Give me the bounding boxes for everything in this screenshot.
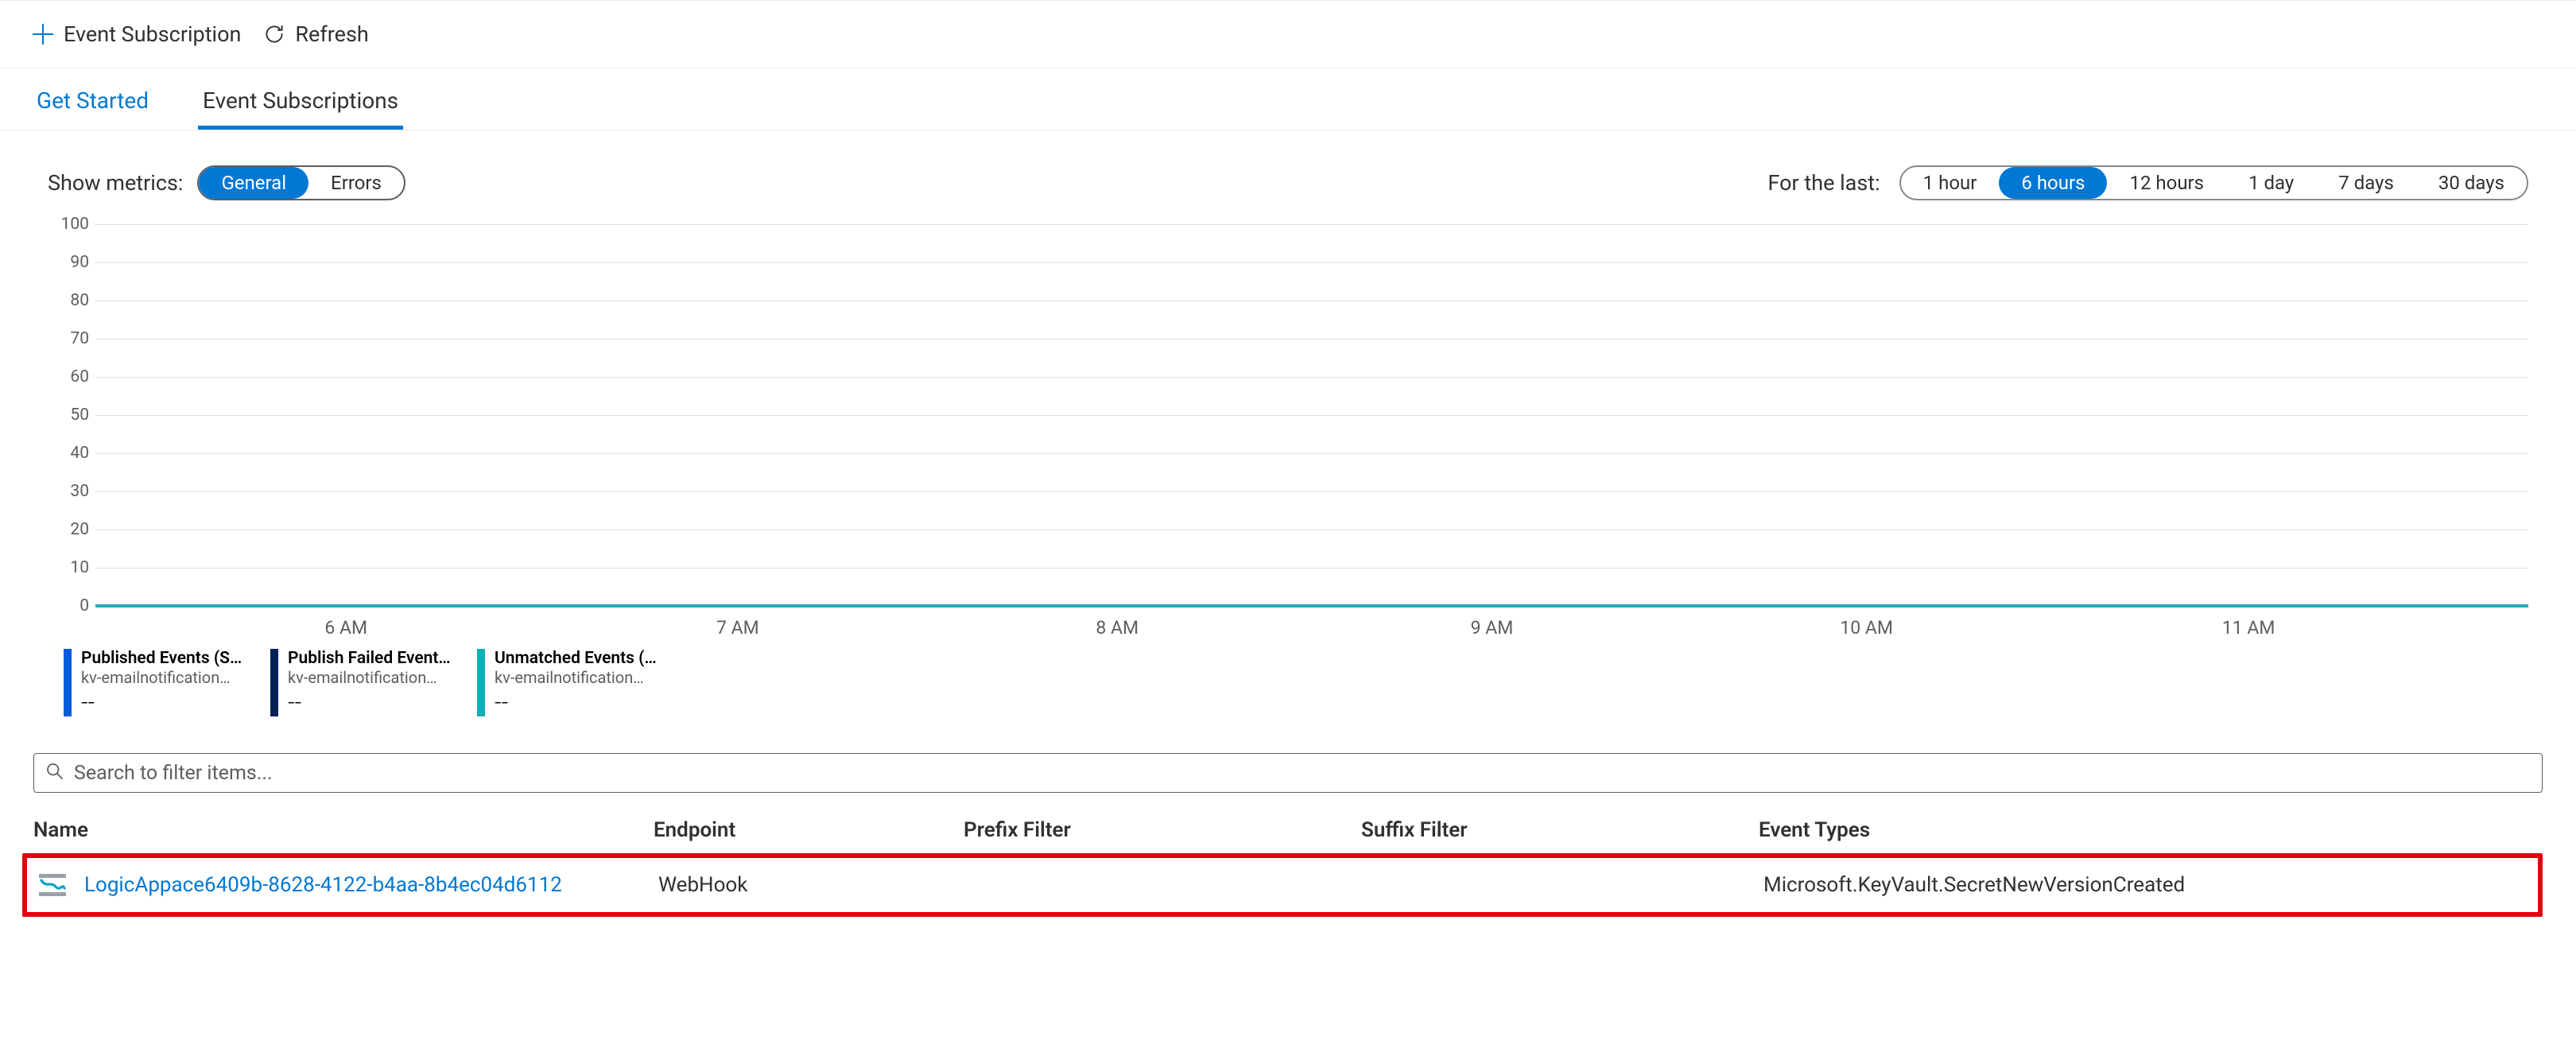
legend-item[interactable]: Unmatched Events (Sum)kv-emailnotificati…	[477, 649, 668, 716]
chart-xtick: 11 AM	[2222, 617, 2275, 639]
metrics-chart: 01020304050607080901006 AM7 AM8 AM9 AM10…	[0, 224, 2576, 644]
search-box[interactable]	[33, 753, 2543, 793]
metrics-errors-option[interactable]: Errors	[308, 167, 404, 199]
time-6h-option[interactable]: 6 hours	[1999, 167, 2107, 199]
search-icon	[45, 762, 64, 784]
subscription-name-link[interactable]: LogicAppace6409b-8628-4122-b4aa-8b4ec04d…	[84, 873, 562, 897]
show-metrics-label: Show metrics:	[48, 170, 183, 196]
subscriptions-table: Name Endpoint Prefix Filter Suffix Filte…	[0, 793, 2576, 917]
chart-plot-area	[95, 224, 2528, 606]
tab-bar: Get Started Event Subscriptions	[0, 68, 2576, 130]
col-name[interactable]: Name	[33, 807, 654, 853]
chart-xtick: 6 AM	[324, 617, 367, 639]
legend-item[interactable]: Published Events (Sum)kv-emailnotificati…	[64, 649, 254, 716]
chart-ytick: 100	[48, 215, 89, 234]
table-row[interactable]: LogicAppace6409b-8628-4122-b4aa-8b4ec04d…	[22, 853, 2543, 917]
time-1d-option[interactable]: 1 day	[2226, 167, 2316, 199]
legend-title: Published Events (Sum)	[81, 649, 248, 668]
legend-swatch	[477, 649, 485, 716]
time-7d-option[interactable]: 7 days	[2316, 167, 2416, 199]
metrics-general-option[interactable]: General	[199, 167, 308, 199]
metrics-toggle: General Errors	[197, 165, 405, 200]
time-12h-option[interactable]: 12 hours	[2107, 167, 2226, 199]
refresh-icon	[263, 23, 285, 45]
add-button-label: Event Subscription	[64, 21, 241, 47]
search-input[interactable]	[74, 762, 2531, 785]
filter-row: Show metrics: General Errors For the las…	[0, 130, 2576, 224]
chart-gridline	[95, 262, 2528, 263]
chart-xtick: 8 AM	[1096, 617, 1139, 639]
refresh-button[interactable]: Refresh	[263, 21, 368, 47]
chart-gridline	[95, 377, 2528, 378]
legend-value: --	[81, 689, 248, 716]
chart-gridline	[95, 453, 2528, 454]
chart-ytick: 20	[48, 520, 89, 539]
chart-gridline	[95, 224, 2528, 225]
legend-title: Unmatched Events (Sum)	[495, 649, 661, 668]
time-range-label: For the last:	[1767, 170, 1880, 196]
add-event-subscription-button[interactable]: Event Subscription	[32, 21, 241, 47]
legend-swatch	[64, 649, 72, 716]
legend-subtitle: kv-emailnotification…	[288, 668, 451, 687]
tab-get-started[interactable]: Get Started	[32, 87, 153, 130]
legend-value: --	[288, 689, 451, 716]
table-header: Name Endpoint Prefix Filter Suffix Filte…	[33, 807, 2543, 853]
tab-event-subscriptions[interactable]: Event Subscriptions	[198, 87, 403, 130]
chart-ytick: 70	[48, 329, 89, 348]
chart-gridline	[95, 568, 2528, 569]
chart-xtick: 9 AM	[1471, 617, 1514, 639]
command-bar: Event Subscription Refresh	[0, 0, 2576, 68]
time-range-toggle: 1 hour 6 hours 12 hours 1 day 7 days 30 …	[1899, 165, 2528, 200]
time-30d-option[interactable]: 30 days	[2416, 167, 2527, 199]
chart-legend: Published Events (Sum)kv-emailnotificati…	[0, 644, 2576, 740]
plus-icon	[32, 23, 54, 45]
page-root: Event Subscription Refresh Get Started E…	[0, 0, 2576, 917]
chart-ytick: 60	[48, 367, 89, 386]
cell-event-types: Microsoft.KeyVault.SecretNewVersionCreat…	[1763, 873, 2538, 897]
refresh-button-label: Refresh	[295, 21, 368, 47]
chart-ytick: 30	[48, 482, 89, 501]
chart-ytick: 50	[48, 406, 89, 425]
chart-ytick: 90	[48, 253, 89, 272]
legend-subtitle: kv-emailnotification…	[81, 668, 248, 687]
event-subscription-icon	[38, 871, 67, 899]
chart-ytick: 80	[48, 291, 89, 310]
time-1h-option[interactable]: 1 hour	[1901, 167, 2000, 199]
cell-endpoint: WebHook	[658, 873, 968, 897]
col-suffix[interactable]: Suffix Filter	[1361, 807, 1759, 853]
chart-ytick: 0	[48, 596, 89, 615]
legend-value: --	[495, 689, 661, 716]
legend-swatch	[270, 649, 278, 716]
chart-ytick: 10	[48, 558, 89, 577]
chart-gridline	[95, 339, 2528, 340]
legend-subtitle: kv-emailnotification…	[495, 668, 661, 687]
legend-title: Publish Failed Event…	[288, 649, 451, 668]
chart-gridline	[95, 415, 2528, 416]
chart-gridline	[95, 491, 2528, 492]
chart-xtick: 10 AM	[1840, 617, 1893, 639]
col-prefix[interactable]: Prefix Filter	[964, 807, 1361, 853]
legend-item[interactable]: Publish Failed Event…kv-emailnotificatio…	[270, 649, 461, 716]
col-event-types[interactable]: Event Types	[1759, 807, 2543, 853]
col-endpoint[interactable]: Endpoint	[654, 807, 964, 853]
chart-series-line	[95, 604, 2528, 608]
chart-ytick: 40	[48, 444, 89, 463]
chart-xtick: 7 AM	[716, 617, 759, 639]
